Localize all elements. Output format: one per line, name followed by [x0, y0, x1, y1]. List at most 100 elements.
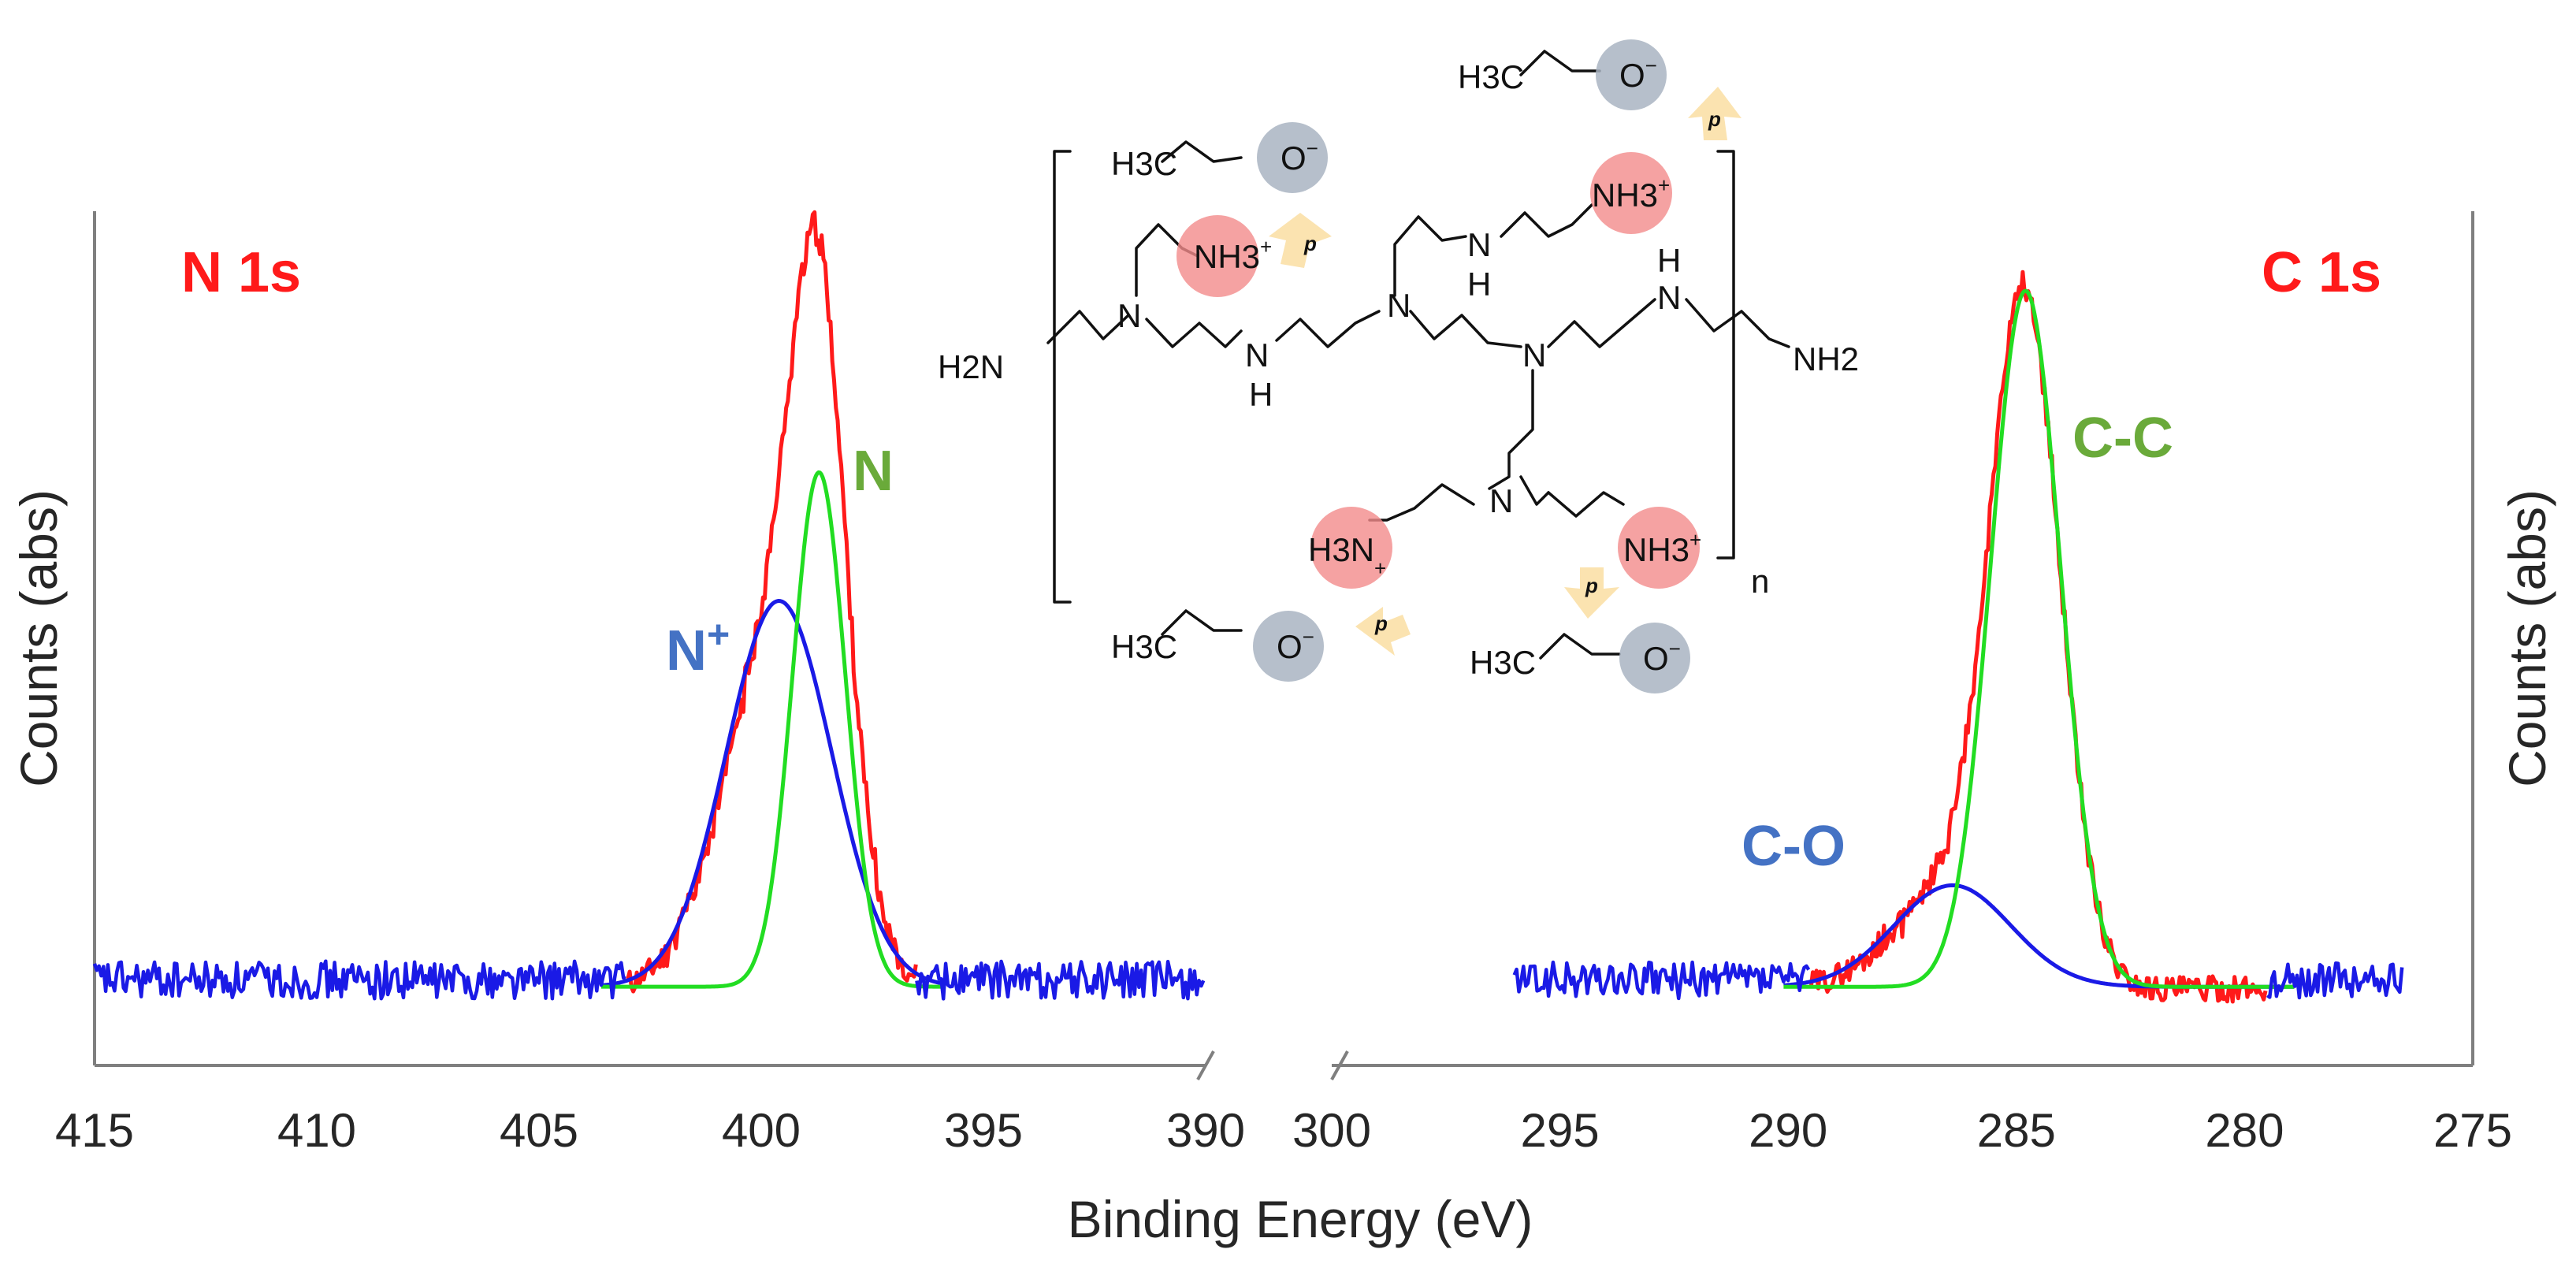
n-plus-peak-label: N+ [666, 612, 730, 682]
cation-label-2: NH3+ [1592, 173, 1670, 214]
backbone-bond-2 [1145, 318, 1243, 348]
co-peak-label: C-O [1741, 815, 1846, 878]
c1s-component-c-o-line [1782, 883, 2295, 989]
cation-label-1: NH3+ [1194, 235, 1272, 275]
amine-h-6: H [1467, 266, 1491, 303]
repeat-subscript: n [1751, 563, 1769, 600]
branch-bond-2 [1393, 215, 1467, 297]
cation-label-3-text: H3N [1308, 531, 1374, 568]
n1s-measured-line [626, 210, 918, 994]
anion-label-3: O− [1277, 625, 1314, 665]
methoxide-bond-3 [1161, 609, 1243, 636]
anion-label-1: O− [1281, 136, 1318, 177]
cation-label-2-charge: + [1658, 173, 1670, 197]
arrow-label-4: p [1585, 574, 1598, 597]
branch-bond-7 [1547, 491, 1625, 518]
cation-label-4-text: NH3 [1623, 531, 1689, 568]
amine-n-7: N [1489, 482, 1513, 519]
right-panel-axes [1330, 211, 2474, 1080]
end-group-left: H2N [938, 348, 1004, 385]
n1s-x-tick-label-405: 405 [500, 1104, 578, 1157]
n1s-baseline-line [92, 959, 626, 1001]
anion-sphere-1 [1257, 122, 1328, 193]
amine-h-5: H [1657, 242, 1681, 279]
cation-sphere-4 [1618, 507, 1700, 589]
end-group-right: NH2 [1793, 340, 1859, 377]
n-peak-label: N [853, 440, 894, 503]
anion-sphere-2 [1596, 39, 1667, 110]
cation-sphere-1 [1176, 215, 1258, 297]
cation-label-3: H3N+ [1308, 531, 1386, 580]
dipole-arrow-4 [1564, 567, 1619, 619]
anion-label-4: O− [1643, 637, 1681, 677]
n-plus-superscript: + [707, 612, 730, 656]
n1s-x-tick-label-395: 395 [944, 1104, 1023, 1157]
amine-n-3: N [1387, 287, 1411, 324]
cation-label-3-charge: + [1374, 556, 1386, 580]
anion-label-2-text: O [1619, 57, 1645, 94]
c1s-baseline-line [1512, 960, 1811, 1001]
branch-bond-6 [1368, 483, 1475, 522]
cation-label-4: NH3+ [1623, 528, 1701, 568]
cc-peak-label: C-C [2072, 407, 2173, 470]
c1s-baseline-line [2266, 961, 2404, 1000]
methyl-label-2: H3C [1458, 58, 1524, 95]
n1s-x-tick-label-400: 400 [722, 1104, 801, 1157]
c1s-x-tick-label-295: 295 [1521, 1104, 1600, 1157]
right-bracket [1716, 150, 1735, 560]
dipole-arrow-1 [1269, 213, 1332, 268]
c1s-x-tick-label-275: 275 [2433, 1104, 2512, 1157]
backbone-bond-3 [1275, 310, 1381, 348]
branch-bond-3 [1500, 203, 1593, 238]
n-plus-peak-text: N [666, 619, 707, 682]
right-axis-break-mark [1330, 1050, 1349, 1080]
anion-label-2: O− [1619, 54, 1657, 94]
right-y-axis-title: Counts (abs) [2498, 489, 2556, 787]
branch-bond-5 [1519, 475, 1550, 506]
cation-label-2-text: NH3 [1592, 177, 1658, 214]
c1s-component-c-c-line [1782, 288, 2295, 989]
anion-label-3-charge: − [1303, 625, 1314, 649]
cation-label-1-text: NH3 [1194, 238, 1260, 275]
c1s-x-tick-label-280: 280 [2205, 1104, 2284, 1157]
dipole-arrow-3 [1355, 607, 1411, 656]
arrow-label-1: p [1303, 232, 1317, 255]
anion-sphere-3 [1253, 611, 1324, 682]
cation-sphere-3 [1310, 507, 1392, 589]
anion-label-4-charge: − [1669, 637, 1681, 660]
x-axis-title: Binding Energy (eV) [1068, 1190, 1533, 1248]
methyl-label-3: H3C [1111, 628, 1177, 665]
n1s-baseline-line [915, 959, 1206, 1001]
n1s-component-n--line [600, 599, 943, 987]
amine-n-5: N [1657, 279, 1681, 316]
arrow-label-3: p [1374, 612, 1388, 635]
c1s-measured-line [1808, 270, 2268, 1004]
backbone-bond-5 [1547, 298, 1656, 348]
anion-label-1-charge: − [1307, 136, 1318, 160]
amine-n-4: N [1522, 336, 1546, 374]
cation-label-1-charge: + [1260, 235, 1272, 258]
c1s-x-tick-label-285: 285 [1977, 1104, 2056, 1157]
n1s-series [92, 210, 1206, 1001]
methoxide-bond-2 [1519, 50, 1601, 76]
left-axis-break-mark [1196, 1050, 1215, 1080]
branch-bond-4 [1488, 369, 1534, 490]
anion-label-4-text: O [1643, 640, 1669, 677]
n1s-x-tick-label-410: 410 [277, 1104, 356, 1157]
n1s-x-tick-label-415: 415 [55, 1104, 134, 1157]
c1s-panel-label: C 1s [2262, 241, 2381, 304]
n1s-x-tick-label-390: 390 [1166, 1104, 1245, 1157]
cation-label-4-charge: + [1689, 528, 1701, 552]
arrow-label-2: p [1708, 107, 1721, 131]
methyl-label-4: H3C [1470, 644, 1536, 681]
anion-label-3-text: O [1277, 628, 1303, 665]
left-bracket [1053, 150, 1072, 604]
cation-sphere-2 [1590, 152, 1672, 234]
c1s-series [1512, 270, 2404, 1004]
amine-n-1: N [1117, 297, 1141, 334]
backbone-bond-1 [1046, 310, 1130, 344]
n1s-panel-label: N 1s [181, 241, 301, 304]
methoxide-bond-1 [1161, 140, 1243, 163]
pei-structure-inset: n [938, 39, 1859, 693]
